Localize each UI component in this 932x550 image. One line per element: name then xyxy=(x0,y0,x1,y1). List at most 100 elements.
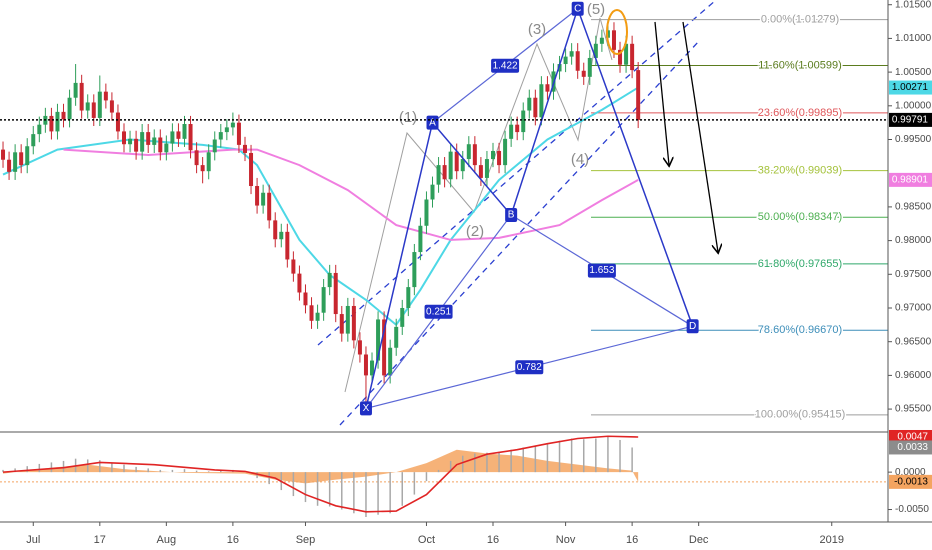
candle-body xyxy=(31,134,36,147)
wave-label: (3) xyxy=(528,21,546,38)
candle-body xyxy=(563,56,568,65)
candle-body xyxy=(182,124,187,139)
y-tick-label: 1.00000 xyxy=(895,100,932,111)
candle-body xyxy=(527,97,532,111)
ratio-box xyxy=(491,58,520,73)
candle-body xyxy=(297,273,302,293)
candle-body xyxy=(436,165,441,185)
point-box xyxy=(686,319,699,334)
candle-body xyxy=(400,307,405,327)
candle-body xyxy=(412,252,417,288)
candle-body xyxy=(164,143,169,153)
candle-body xyxy=(25,146,30,166)
candle-body xyxy=(388,347,393,376)
point-label: C xyxy=(574,3,581,14)
candle-body xyxy=(158,137,163,153)
y-tick-label: 0.0000 xyxy=(895,467,926,478)
candle-body xyxy=(273,220,278,240)
candle-body xyxy=(636,70,641,120)
wave-label: (4) xyxy=(571,151,589,168)
price-tag-label: -0.0013 xyxy=(894,477,928,488)
candle-body xyxy=(406,287,411,308)
candle-body xyxy=(521,110,526,133)
candle-body xyxy=(460,159,465,172)
candle-body xyxy=(630,43,635,71)
candle-body xyxy=(7,159,12,172)
fib-label: 78.60%(0.96670) xyxy=(758,324,842,336)
wave-label: (1) xyxy=(399,109,417,126)
candle-body xyxy=(503,138,508,166)
price-tag-label: 1.00271 xyxy=(892,82,929,93)
fib-label: 38.20%(0.99039) xyxy=(758,164,842,176)
candle-body xyxy=(575,51,580,71)
price-tag-label: 0.99791 xyxy=(892,115,929,126)
histogram-area xyxy=(3,449,639,484)
x-tick-label: 2019 xyxy=(820,534,844,546)
candle-body xyxy=(333,272,338,315)
candle-body xyxy=(376,319,381,361)
candle-body xyxy=(303,292,308,306)
point-box xyxy=(505,207,518,222)
fib-label: 0.00%(1.01279) xyxy=(761,14,839,26)
candle-body xyxy=(103,91,108,101)
highlight-ellipse xyxy=(606,9,628,55)
candle-body xyxy=(109,100,114,113)
candle-body xyxy=(351,305,356,341)
candle-body xyxy=(345,305,350,334)
candle-body xyxy=(357,340,362,355)
candle-body xyxy=(188,124,193,151)
candle-body xyxy=(128,138,133,145)
y-tick-label: 0.96500 xyxy=(895,336,932,347)
candle-body xyxy=(490,150,495,160)
candle-body xyxy=(73,82,78,98)
candle-body xyxy=(115,112,120,132)
candle-body xyxy=(285,231,290,260)
fib-label: 23.60%(0.99895) xyxy=(758,107,842,119)
pattern-layer: 0.251 1.422 1.653 0.782 X A B C D xyxy=(2,1,699,513)
candle-body xyxy=(236,122,241,145)
candle-body xyxy=(122,131,127,145)
x-tick-label: 16 xyxy=(626,534,638,546)
candle-body xyxy=(242,144,247,153)
candle-body xyxy=(19,152,24,166)
candle-body xyxy=(61,111,66,120)
candle-body xyxy=(515,124,520,133)
candle-body xyxy=(85,102,90,111)
point-label: A xyxy=(429,117,436,128)
candle-body xyxy=(309,305,314,321)
candle-body xyxy=(206,152,211,172)
candle-body xyxy=(478,165,483,178)
y-tick-label: 0.98500 xyxy=(895,202,932,213)
candle-body xyxy=(249,152,254,187)
candle-body xyxy=(545,84,550,92)
wave-label: (5) xyxy=(587,1,605,18)
x-tick-label: Jul xyxy=(26,534,40,546)
candle-body xyxy=(569,51,574,57)
point-box xyxy=(571,1,584,16)
candle-body xyxy=(261,192,266,206)
wave-path xyxy=(344,17,613,393)
y-tick-label: 1.01000 xyxy=(895,33,932,44)
x-tick-label: Oct xyxy=(418,534,435,546)
candle-body xyxy=(599,37,604,44)
candle-body xyxy=(394,326,399,348)
candle-body xyxy=(509,124,514,139)
candle-body xyxy=(224,127,229,133)
price-tag-label: 0.98901 xyxy=(892,175,929,186)
candle-body xyxy=(55,111,60,132)
price-tag-box xyxy=(889,172,932,187)
candle-body xyxy=(315,312,320,321)
candle-body xyxy=(442,165,447,180)
ratio-label: 0.251 xyxy=(426,306,451,317)
candle-body xyxy=(424,199,429,226)
candle-body xyxy=(370,360,375,376)
candle-body xyxy=(557,64,562,72)
signal-line xyxy=(2,435,639,513)
candle-body xyxy=(593,43,598,58)
back-layer xyxy=(317,0,888,426)
candle-body xyxy=(1,149,6,160)
y-tick-label: 1.00500 xyxy=(895,67,932,78)
price-tag-box xyxy=(889,474,932,489)
candle-body xyxy=(13,152,18,172)
